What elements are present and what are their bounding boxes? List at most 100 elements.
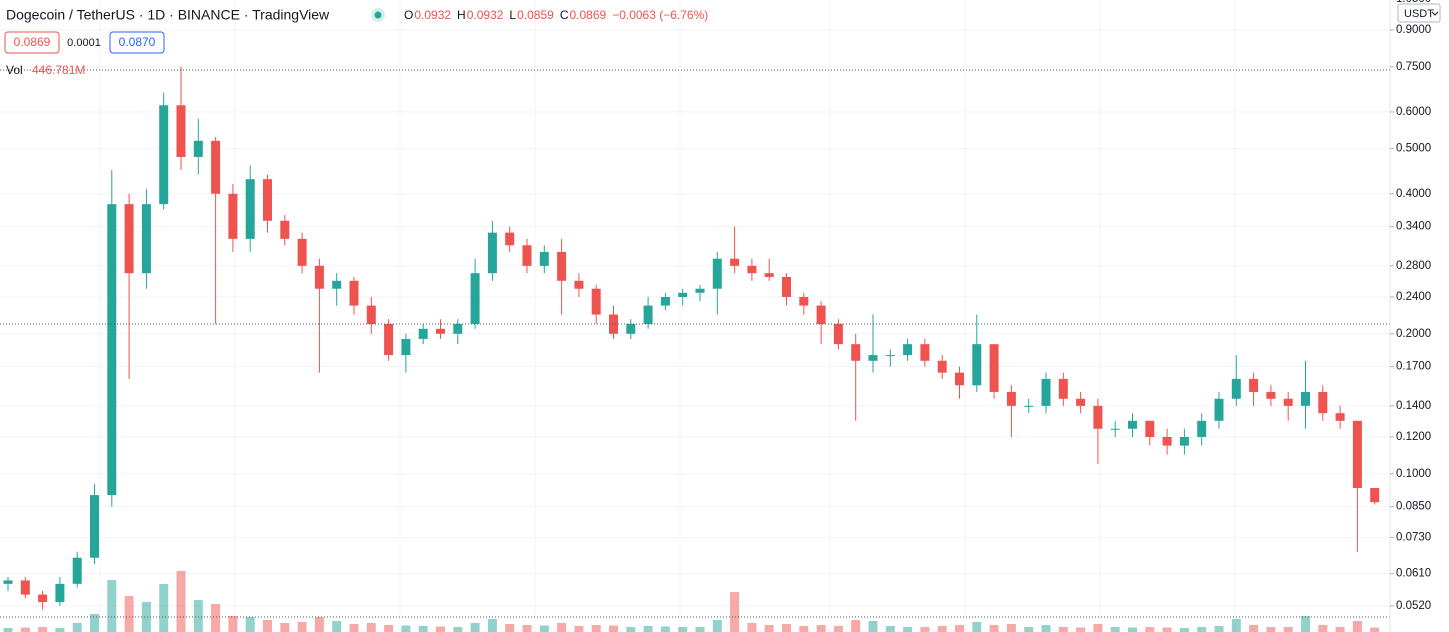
candle-body bbox=[107, 204, 117, 496]
candle-body bbox=[1231, 378, 1241, 399]
candle-body bbox=[228, 193, 238, 239]
candle-body bbox=[955, 372, 964, 386]
buy-price: 0.0870 bbox=[119, 35, 156, 49]
volume-bar bbox=[1370, 627, 1380, 632]
volume-bar bbox=[453, 627, 463, 632]
volume-bar bbox=[1266, 627, 1276, 632]
y-tick-label: 0.0520 bbox=[1396, 600, 1431, 612]
y-tick-label: 0.6000 bbox=[1396, 106, 1431, 118]
volume-bar bbox=[1041, 625, 1051, 632]
y-tick-label: 0.0730 bbox=[1396, 531, 1431, 543]
candle-body bbox=[574, 280, 584, 289]
y-tick-label: 0.2400 bbox=[1396, 291, 1431, 303]
candle-body bbox=[72, 557, 82, 584]
volume-bar bbox=[730, 592, 740, 632]
volume-bar bbox=[903, 627, 913, 632]
candle-body bbox=[436, 328, 445, 334]
y-tick-label: 0.2800 bbox=[1396, 260, 1431, 272]
volume-bar bbox=[712, 620, 722, 632]
volume-last: 446.781M bbox=[32, 63, 85, 77]
currency: USDT bbox=[1404, 8, 1434, 20]
candle-body bbox=[747, 265, 757, 274]
v-grid bbox=[99, 0, 1236, 632]
volume-bar bbox=[72, 623, 82, 632]
volume-bar bbox=[107, 580, 117, 632]
candle-body bbox=[643, 305, 653, 324]
volume-bar bbox=[332, 621, 342, 632]
volume-bar bbox=[193, 600, 203, 632]
volume-bar bbox=[643, 626, 653, 632]
candle-body bbox=[55, 583, 65, 603]
candle-body bbox=[660, 296, 670, 306]
candle-body bbox=[1370, 488, 1380, 503]
volume-bar bbox=[1197, 627, 1207, 632]
volume-bar bbox=[539, 625, 549, 632]
candle-body bbox=[833, 323, 843, 345]
volume-bar bbox=[1301, 616, 1310, 632]
volume-bar bbox=[1249, 625, 1259, 632]
candle-body bbox=[38, 594, 48, 603]
y-tick-label: 0.0850 bbox=[1396, 501, 1431, 513]
candle-body bbox=[609, 314, 618, 334]
volume-bar bbox=[574, 626, 584, 632]
volume-bar bbox=[1162, 627, 1172, 632]
volume-bar bbox=[38, 627, 48, 632]
candle-body bbox=[1335, 413, 1345, 421]
volume-bar bbox=[245, 617, 255, 632]
candle-body bbox=[453, 323, 463, 334]
candle-body bbox=[487, 232, 497, 274]
y-tick-label: 0.0610 bbox=[1396, 568, 1431, 580]
volume-bar bbox=[1318, 625, 1328, 632]
candle-body bbox=[799, 296, 809, 306]
volume-title: Vol bbox=[6, 63, 23, 77]
candle-body bbox=[245, 179, 255, 239]
candle-body bbox=[1179, 436, 1189, 446]
volume-bar bbox=[1110, 627, 1120, 632]
currency-button[interactable] bbox=[1397, 3, 1441, 23]
candle-body bbox=[937, 360, 947, 373]
volume-bar bbox=[833, 626, 843, 632]
y-tick-label: 0.1700 bbox=[1396, 361, 1431, 373]
candle-body bbox=[349, 280, 359, 306]
change: −0.0063 (−6.76%) bbox=[612, 8, 708, 22]
candle-body bbox=[903, 344, 913, 356]
candle-body bbox=[176, 105, 186, 157]
volume-bar bbox=[1352, 621, 1362, 632]
y-tick-label: 0.3400 bbox=[1396, 221, 1431, 233]
volume-bar bbox=[297, 622, 307, 632]
volume-bar bbox=[816, 625, 826, 632]
candle-body bbox=[1128, 420, 1137, 429]
volume-bar bbox=[557, 623, 567, 632]
volume-bar bbox=[366, 623, 376, 632]
candle-body bbox=[505, 232, 515, 246]
dropdown-icon bbox=[1431, 11, 1439, 16]
candle-body bbox=[989, 344, 999, 392]
candle-body bbox=[695, 288, 705, 293]
candle-body bbox=[159, 105, 169, 205]
candle-body bbox=[1249, 378, 1259, 392]
ohlc-value: 0.0859 bbox=[517, 8, 554, 22]
candle-body bbox=[193, 140, 203, 157]
y-tick-label: 0.1000 bbox=[1396, 468, 1431, 480]
volume-bar bbox=[1231, 619, 1241, 632]
candle-body bbox=[3, 580, 13, 584]
volume-bar bbox=[1283, 627, 1293, 632]
volume-bar bbox=[487, 619, 497, 632]
candle-body bbox=[1093, 405, 1103, 429]
candle-body bbox=[522, 245, 532, 266]
candle-body bbox=[591, 288, 601, 315]
volume-bar bbox=[989, 625, 999, 632]
candle-body bbox=[280, 220, 290, 239]
sell-button[interactable] bbox=[4, 31, 60, 54]
volume-bar bbox=[159, 584, 169, 632]
buy-button[interactable] bbox=[109, 31, 165, 54]
volume-bar bbox=[418, 626, 428, 632]
candle-body bbox=[263, 179, 272, 221]
volume-bar bbox=[401, 625, 411, 632]
volume-bar bbox=[349, 624, 359, 632]
volume-bar bbox=[55, 627, 65, 632]
candle-body bbox=[314, 265, 324, 289]
sell-price: 0.0869 bbox=[14, 35, 51, 49]
candle-body bbox=[1197, 420, 1207, 437]
